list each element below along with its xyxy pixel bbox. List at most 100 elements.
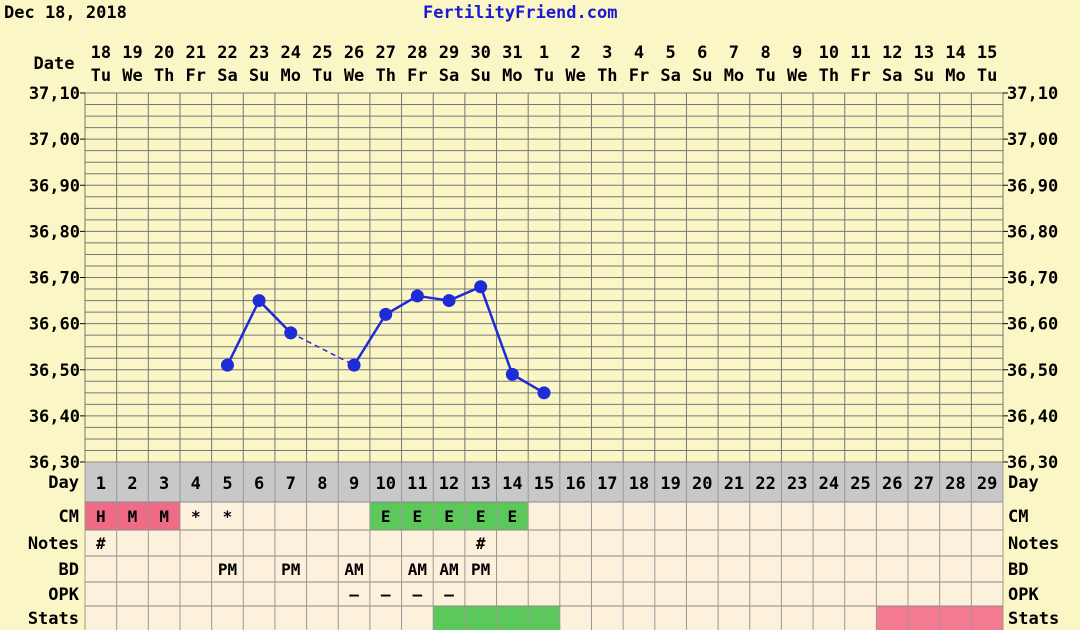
stats-cell <box>433 606 465 630</box>
bd-entry: AM <box>344 560 363 579</box>
date-label: 9 <box>792 43 802 63</box>
y-tick-label-right: 36,60 <box>1007 315 1058 335</box>
weekday-label: Su <box>914 66 934 86</box>
cycle-day-label: 26 <box>882 474 902 494</box>
bd-entry: AM <box>408 560 427 579</box>
cm-entry: * <box>223 507 233 526</box>
cm-cell <box>433 502 465 530</box>
weekday-label: Sa <box>660 66 680 86</box>
row-label-opk: OPK <box>48 585 79 605</box>
cm-entry: H <box>96 507 106 526</box>
cycle-day-label: 7 <box>286 474 296 494</box>
row-label-cm-right: CM <box>1008 507 1028 527</box>
temp-segment <box>226 300 261 366</box>
cycle-day-label: 20 <box>692 474 712 494</box>
bd-entry: AM <box>439 560 458 579</box>
opk-row-bg <box>85 582 1003 606</box>
cm-cell <box>401 502 434 530</box>
temp-point <box>505 367 519 381</box>
stats-cell <box>464 606 497 630</box>
y-tick-label-left: 36,80 <box>29 222 80 242</box>
weekday-label: Tu <box>755 66 775 86</box>
bd-entry: PM <box>471 560 490 579</box>
weekday-label: Th <box>375 66 395 86</box>
cycle-day-label: 8 <box>317 474 327 494</box>
temp-segment-dashed <box>290 332 355 366</box>
y-tick-label-left: 36,40 <box>29 407 80 427</box>
weekday-label: Mo <box>281 66 301 86</box>
row-label-notes: Notes <box>28 534 79 554</box>
chart-date: Dec 18, 2018 <box>4 3 127 23</box>
cycle-day-label: 11 <box>407 474 427 494</box>
cm-cell <box>496 502 529 530</box>
cycle-day-label: 5 <box>222 474 232 494</box>
date-label: 7 <box>729 43 739 63</box>
date-label: 18 <box>91 43 111 63</box>
weekday-label: Su <box>692 66 712 86</box>
weekday-label: Sa <box>882 66 902 86</box>
temp-point <box>442 294 456 308</box>
cycle-day-label: 6 <box>254 474 264 494</box>
weekday-label: Fr <box>407 66 427 86</box>
cycle-day-label: 14 <box>502 474 522 494</box>
opk-entry: – <box>413 585 423 604</box>
date-label: 6 <box>697 43 707 63</box>
cm-entry: E <box>381 507 391 526</box>
y-tick-label-right: 36,50 <box>1007 361 1058 381</box>
weekday-label: Tu <box>534 66 554 86</box>
cycle-day-label: 2 <box>127 474 137 494</box>
stats-cell <box>528 606 560 630</box>
date-label: 2 <box>571 43 581 63</box>
cycle-day-label: 16 <box>565 474 585 494</box>
cycle-day-label: 12 <box>439 474 459 494</box>
row-label-opk-right: OPK <box>1008 585 1039 605</box>
temp-segment <box>353 313 387 366</box>
temp-segment <box>258 299 292 334</box>
date-label: 11 <box>850 43 870 63</box>
date-label: 10 <box>819 43 839 63</box>
y-tick-label-left: 36,50 <box>29 361 80 381</box>
date-label: 3 <box>602 43 612 63</box>
date-label: 23 <box>249 43 269 63</box>
cycle-day-label: 23 <box>787 474 807 494</box>
y-tick-label-right: 36,90 <box>1007 176 1058 196</box>
y-tick-label-left: 37,00 <box>29 130 80 150</box>
cm-cell <box>464 502 497 530</box>
temp-point <box>379 307 393 321</box>
temp-point <box>220 358 234 372</box>
weekday-label: Fr <box>186 66 206 86</box>
weekday-label: Sa <box>439 66 459 86</box>
weekday-label: Su <box>470 66 490 86</box>
weekday-label: We <box>787 66 807 86</box>
cm-entry: E <box>444 507 454 526</box>
y-tick-label-right: 36,30 <box>1007 453 1058 473</box>
cycle-day-label: 25 <box>850 474 870 494</box>
bd-entry: PM <box>218 560 237 579</box>
weekday-label: Mo <box>502 66 522 86</box>
date-label: 24 <box>281 43 301 63</box>
stats-cell <box>939 606 972 630</box>
cm-entry: E <box>413 507 423 526</box>
stats-cell <box>971 606 1003 630</box>
y-tick-label-right: 36,80 <box>1007 222 1058 242</box>
weekday-label: Tu <box>91 66 111 86</box>
cycle-day-label: 27 <box>914 474 934 494</box>
cm-entry: M <box>159 507 169 526</box>
cm-row-bg <box>85 502 1003 530</box>
day-row-bg <box>85 462 1003 502</box>
notes-row-bg <box>85 530 1003 556</box>
row-label-stats: Stats <box>28 609 79 629</box>
y-tick-label-left: 36,30 <box>29 453 80 473</box>
temp-point <box>347 358 361 372</box>
y-tick-label-left: 36,70 <box>29 269 80 289</box>
date-label: 19 <box>122 43 142 63</box>
cycle-day-label: 10 <box>375 474 395 494</box>
date-label: 20 <box>154 43 174 63</box>
cm-entry: E <box>508 507 518 526</box>
temp-point <box>252 294 266 308</box>
row-label-day: Day <box>48 473 79 493</box>
opk-entry: – <box>444 585 454 604</box>
date-label: 30 <box>470 43 490 63</box>
date-label: 21 <box>186 43 206 63</box>
